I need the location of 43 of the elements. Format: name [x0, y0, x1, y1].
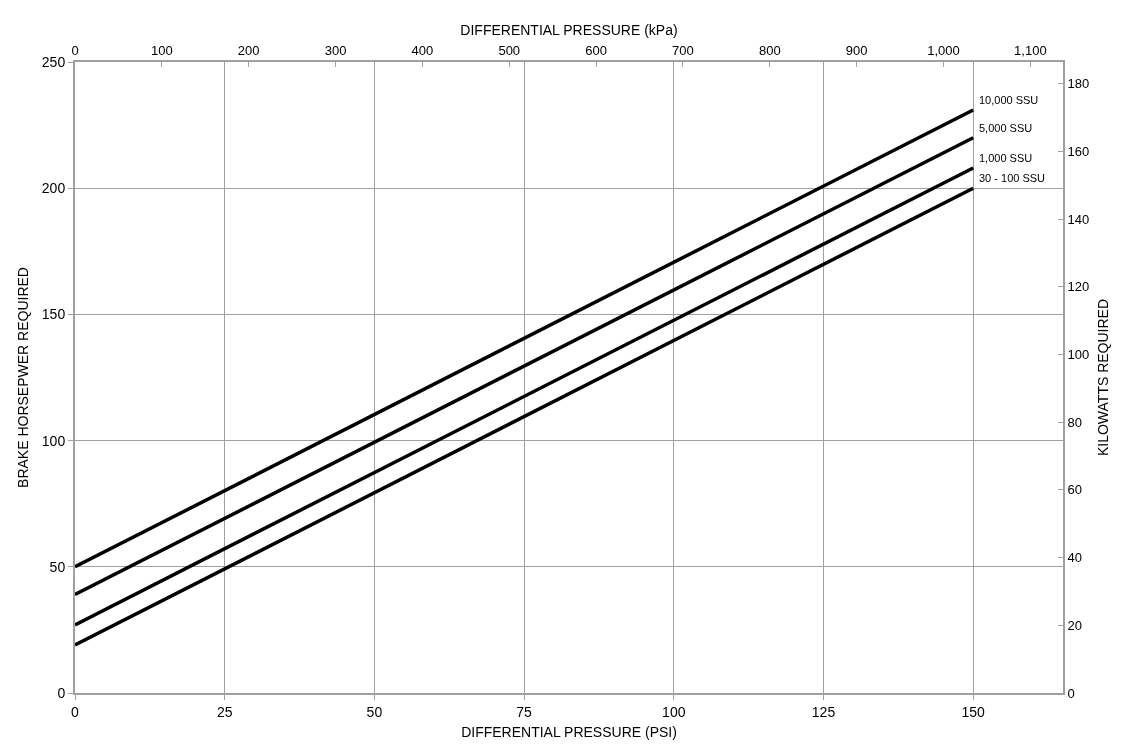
x2-tick-label: 1,100: [1014, 42, 1047, 58]
x2-tick-label: 0: [71, 42, 79, 58]
y2-tick-label: 140: [1067, 211, 1090, 227]
y2-tick-label: 120: [1067, 279, 1090, 295]
x2-tick-label: 200: [237, 42, 260, 58]
x2-tick-label: 100: [151, 42, 173, 58]
x2-tick-label: 1,000: [927, 42, 960, 58]
y2-tick-label: 20: [1067, 617, 1083, 633]
x2-tick-label: 800: [758, 42, 781, 58]
y2-tick-label: 100: [1067, 347, 1090, 363]
x-tick-label: 100: [662, 703, 686, 720]
y2-tick-label: 160: [1067, 143, 1090, 159]
series-label: 10,000 SSU: [979, 94, 1039, 106]
x2-axis-title: DIFFERENTIAL PRESSURE (kPa): [460, 21, 678, 38]
y-tick-label: 100: [41, 432, 66, 449]
y-axis-title: BRAKE HORSEPWER REQUIRED: [14, 267, 31, 488]
series-label: 5,000 SSU: [979, 122, 1033, 134]
series-label: 30 - 100 SSU: [979, 172, 1046, 184]
x2-tick-label: 600: [585, 42, 607, 58]
x-tick-label: 50: [366, 703, 383, 720]
x-tick-label: 25: [216, 703, 233, 720]
x2-tick-label: 300: [324, 42, 347, 58]
x2-tick-label: 400: [411, 42, 434, 58]
y-tick-label: 200: [41, 180, 66, 197]
x2-tick-label: 700: [672, 42, 694, 58]
y2-tick-label: 80: [1067, 414, 1083, 430]
x-tick-label: 125: [811, 703, 836, 720]
y2-tick-label: 0: [1067, 685, 1075, 701]
x2-tick-label: 500: [498, 42, 521, 58]
series-label: 1,000 SSU: [979, 152, 1033, 164]
y2-tick-label: 180: [1067, 76, 1090, 92]
x-tick-label: 150: [961, 703, 986, 720]
y2-tick-label: 40: [1067, 550, 1083, 566]
y-tick-label: 50: [49, 558, 66, 575]
y-tick-label: 250: [41, 53, 66, 70]
x2-tick-label: 900: [845, 42, 868, 58]
y-tick-label: 0: [57, 684, 66, 701]
x-tick-label: 0: [71, 703, 80, 720]
x-axis-title: DIFFERENTIAL PRESSURE (PSI): [461, 723, 677, 740]
x-tick-label: 75: [516, 703, 533, 720]
y2-tick-label: 60: [1067, 482, 1083, 498]
y-tick-label: 150: [41, 306, 66, 323]
y2-axis-title: KILOWATTS REQUIRED: [1095, 298, 1112, 457]
